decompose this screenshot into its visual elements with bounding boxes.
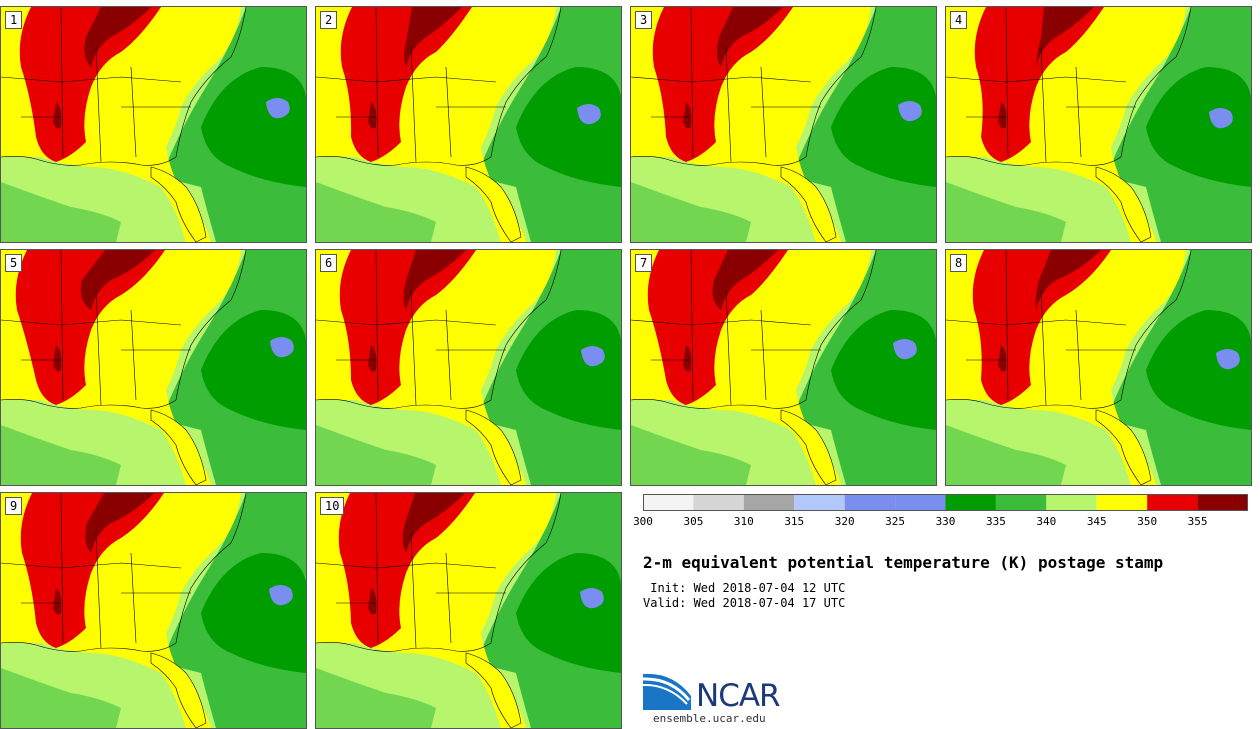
panel-number: 3: [635, 11, 653, 29]
colorbar-segment: [895, 494, 946, 511]
colorbar-segment: [643, 494, 694, 511]
colorbar-tick-label: 325: [885, 515, 906, 528]
colorbar-segment: [1197, 494, 1248, 511]
colorbar: [643, 494, 1248, 511]
map-panel-3: 3: [630, 6, 937, 243]
panel-number: 1: [5, 11, 23, 29]
panel-number: 10: [320, 497, 345, 515]
colorbar-tick-label: 300: [633, 515, 653, 528]
map-panel-9: 9: [0, 492, 307, 729]
colorbar-segment: [945, 494, 996, 511]
init-time: Init: Wed 2018-07-04 12 UTC: [643, 581, 846, 595]
colorbar-tick-label: 340: [1036, 515, 1057, 528]
colorbar-tick-label: 330: [935, 515, 956, 528]
colorbar-tick-label: 305: [683, 515, 704, 528]
panel-number: 6: [320, 254, 338, 272]
colorbar-tick-label: 320: [834, 515, 855, 528]
colorbar-tick-label: 345: [1086, 515, 1107, 528]
ncar-wordmark: NCAR: [696, 678, 781, 714]
colorbar-segment: [995, 494, 1047, 511]
colorbar-segment: [1046, 494, 1097, 511]
panel-number: 5: [5, 254, 23, 272]
map-panel-6: 6: [315, 249, 622, 486]
colorbar-tick-label: 355: [1187, 515, 1208, 528]
colorbar-tick-label: 310: [733, 515, 754, 528]
panel-number: 4: [950, 11, 968, 29]
colorbar-tick-label: 335: [985, 515, 1006, 528]
colorbar-segment: [1147, 494, 1198, 511]
colorbar-tick-label: 315: [784, 515, 805, 528]
panel-number: 2: [320, 11, 338, 29]
colorbar-segment: [693, 494, 744, 511]
site-url[interactable]: ensemble.ucar.edu: [653, 712, 766, 725]
colorbar-segment: [743, 494, 795, 511]
colorbar-segment: [1096, 494, 1148, 511]
panel-number: 9: [5, 497, 23, 515]
map-panel-1: 1: [0, 6, 307, 243]
panel-number: 7: [635, 254, 653, 272]
panel-number: 8: [950, 254, 968, 272]
map-panel-8: 8: [945, 249, 1252, 486]
map-panel-7: 7: [630, 249, 937, 486]
map-panel-4: 4: [945, 6, 1252, 243]
colorbar-tick-label: 350: [1137, 515, 1158, 528]
map-panel-10: 10: [315, 492, 622, 729]
ncar-logo-icon: [643, 673, 691, 710]
colorbar-segment: [794, 494, 845, 511]
page-title: 2-m equivalent potential temperature (K)…: [643, 553, 1164, 572]
map-panel-5: 5: [0, 249, 307, 486]
map-panel-2: 2: [315, 6, 622, 243]
valid-time: Valid: Wed 2018-07-04 17 UTC: [643, 596, 846, 610]
colorbar-segment: [844, 494, 896, 511]
